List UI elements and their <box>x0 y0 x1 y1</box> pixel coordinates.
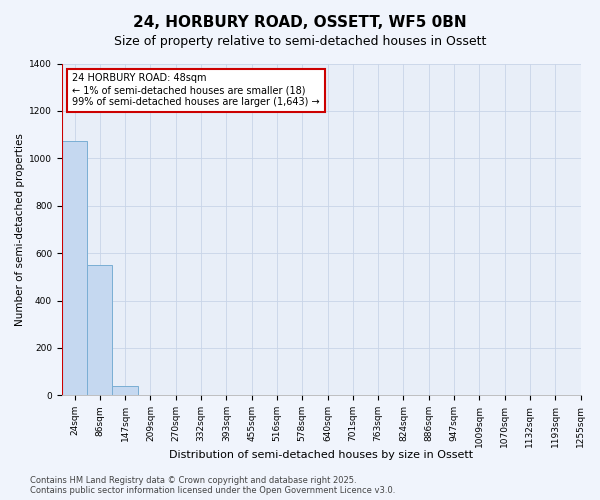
Y-axis label: Number of semi-detached properties: Number of semi-detached properties <box>15 133 25 326</box>
X-axis label: Distribution of semi-detached houses by size in Ossett: Distribution of semi-detached houses by … <box>169 450 473 460</box>
Bar <box>62 140 87 396</box>
Bar <box>112 386 138 396</box>
Text: Contains HM Land Registry data © Crown copyright and database right 2025.
Contai: Contains HM Land Registry data © Crown c… <box>30 476 395 495</box>
Text: Size of property relative to semi-detached houses in Ossett: Size of property relative to semi-detach… <box>114 35 486 48</box>
Bar <box>87 265 112 396</box>
Text: 24 HORBURY ROAD: 48sqm
← 1% of semi-detached houses are smaller (18)
99% of semi: 24 HORBURY ROAD: 48sqm ← 1% of semi-deta… <box>72 74 320 106</box>
Text: 24, HORBURY ROAD, OSSETT, WF5 0BN: 24, HORBURY ROAD, OSSETT, WF5 0BN <box>133 15 467 30</box>
